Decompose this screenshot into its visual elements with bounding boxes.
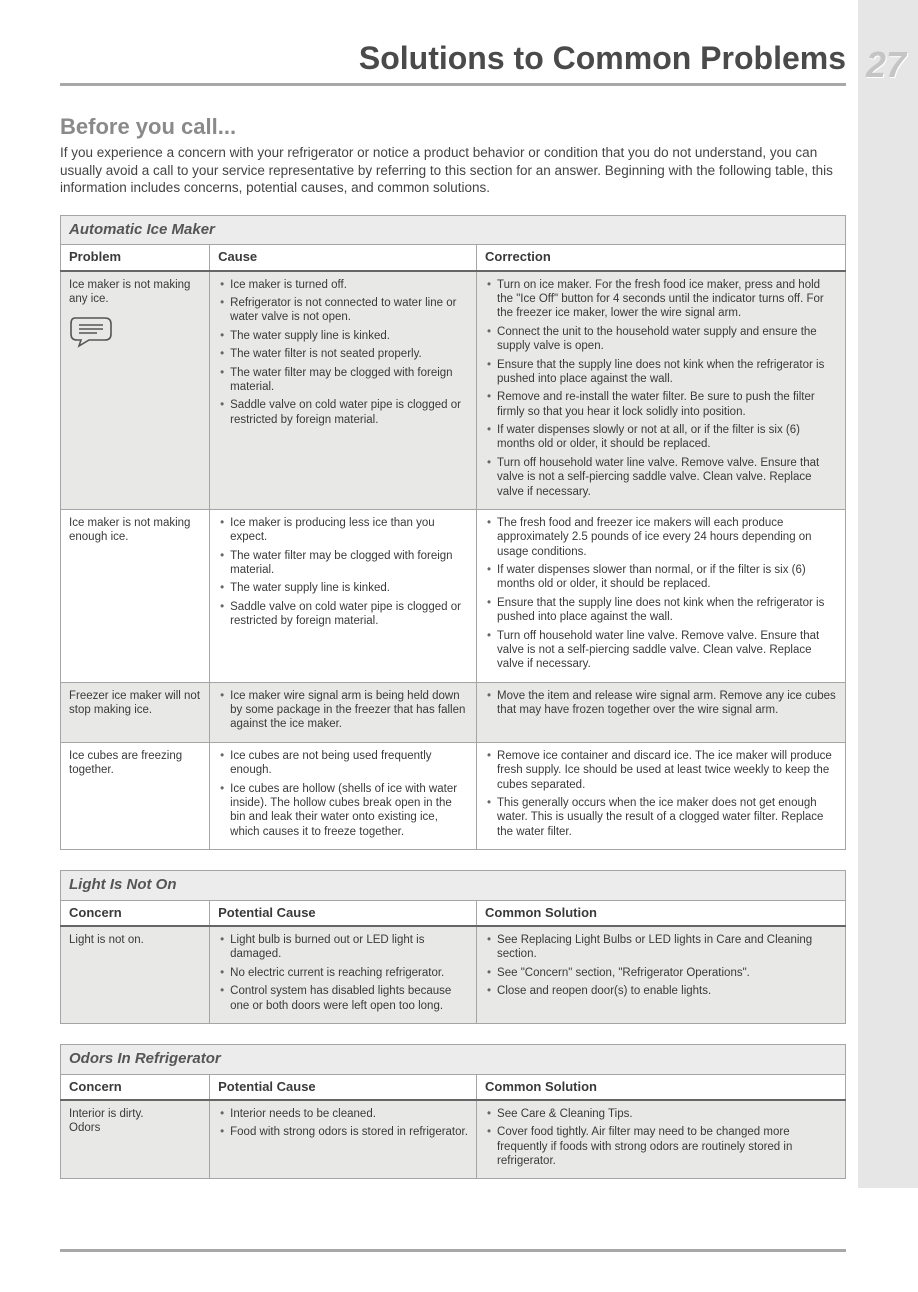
table-row: Ice maker is not making enough ice. Ice m… [61, 509, 846, 682]
correction-item: Turn off household water line valve. Rem… [485, 629, 837, 672]
cause-item: Refrigerator is not connected to water l… [218, 296, 468, 325]
cause-item: No electric current is reaching refriger… [218, 966, 468, 980]
problem-cell: Light is not on. [61, 926, 210, 1023]
trouble-table: Automatic Ice MakerProblemCauseCorrectio… [60, 215, 846, 850]
cause-item: Saddle valve on cold water pipe is clogg… [218, 600, 468, 629]
cause-item: Food with strong odors is stored in refr… [218, 1125, 468, 1139]
cause-item: Control system has disabled lights becau… [218, 984, 468, 1013]
problem-cell: Ice maker is not making enough ice. [61, 509, 210, 682]
correction-cell: Move the item and release wire signal ar… [477, 682, 846, 742]
section-heading: Before you call... [60, 114, 846, 140]
tables-container: Automatic Ice MakerProblemCauseCorrectio… [60, 215, 846, 1180]
page-content: Solutions to Common Problems Before you … [0, 0, 918, 1292]
speech-bubble-icon [69, 316, 113, 348]
correction-item: This generally occurs when the ice maker… [485, 796, 837, 839]
cause-cell: Interior needs to be cleaned. Food with s… [210, 1100, 477, 1179]
correction-item: Turn on ice maker. For the fresh food ic… [485, 278, 837, 321]
cause-item: Ice cubes are hollow (shells of ice with… [218, 782, 468, 840]
trouble-table: Light Is Not OnConcernPotential CauseCom… [60, 870, 846, 1024]
bottom-rule [60, 1249, 846, 1252]
cause-item: The water supply line is kinked. [218, 581, 468, 595]
correction-cell: See Replacing Light Bulbs or LED lights … [477, 926, 846, 1023]
cause-item: Interior needs to be cleaned. [218, 1107, 468, 1121]
cause-item: Ice maker wire signal arm is being held … [218, 689, 468, 732]
table-row: Ice cubes are freezing together.Ice cube… [61, 742, 846, 849]
cause-item: Saddle valve on cold water pipe is clogg… [218, 398, 468, 427]
cause-item: The water filter is not seated properly. [218, 347, 468, 361]
problem-cell: Freezer ice maker will not stop making i… [61, 682, 210, 742]
table-category: Odors In Refrigerator [61, 1044, 846, 1074]
trouble-table: Odors In RefrigeratorConcernPotential Ca… [60, 1044, 846, 1180]
correction-item: Ensure that the supply line does not kin… [485, 596, 837, 625]
correction-item: If water dispenses slowly or not at all,… [485, 423, 837, 452]
correction-item: Move the item and release wire signal ar… [485, 689, 837, 718]
correction-cell: Turn on ice maker. For the fresh food ic… [477, 271, 846, 510]
correction-cell: See Care & Cleaning Tips. Cover food tigh… [477, 1100, 846, 1179]
correction-cell: Remove ice container and discard ice. Th… [477, 742, 846, 849]
cause-item: The water filter may be clogged with for… [218, 549, 468, 578]
cause-item: Ice cubes are not being used frequently … [218, 749, 468, 778]
correction-item: If water dispenses slower than normal, o… [485, 563, 837, 592]
title-rule [60, 83, 846, 86]
cause-cell: Light bulb is burned out or LED light is… [210, 926, 477, 1023]
problem-cell: Ice cubes are freezing together. [61, 742, 210, 849]
correction-item: Close and reopen door(s) to enable light… [485, 984, 837, 998]
table-row: Ice maker is not making any ice. Ice mak… [61, 271, 846, 510]
correction-item: See "Concern" section, "Refrigerator Ope… [485, 966, 837, 980]
cause-item: The water filter may be clogged with for… [218, 366, 468, 395]
cause-item: Light bulb is burned out or LED light is… [218, 933, 468, 962]
table-header: Concern [61, 1074, 210, 1100]
table-header: Concern [61, 900, 210, 926]
problem-cell: Ice maker is not making any ice. [61, 271, 210, 510]
page-title: Solutions to Common Problems [60, 40, 846, 77]
cause-cell: Ice maker wire signal arm is being held … [210, 682, 477, 742]
table-header: Potential Cause [210, 1074, 477, 1100]
table-category: Light Is Not On [61, 871, 846, 901]
table-header: Cause [210, 245, 477, 271]
table-row: Light is not on. Light bulb is burned out… [61, 926, 846, 1023]
table-row: Freezer ice maker will not stop making i… [61, 682, 846, 742]
intro-paragraph: If you experience a concern with your re… [60, 144, 846, 197]
correction-item: Cover food tightly. Air filter may need … [485, 1125, 837, 1168]
correction-item: Remove ice container and discard ice. Th… [485, 749, 837, 792]
correction-item: Ensure that the supply line does not kin… [485, 358, 837, 387]
correction-item: See Replacing Light Bulbs or LED lights … [485, 933, 837, 962]
table-header: Potential Cause [210, 900, 477, 926]
cause-item: The water supply line is kinked. [218, 329, 468, 343]
cause-item: Ice maker is turned off. [218, 278, 468, 292]
cause-item: Ice maker is producing less ice than you… [218, 516, 468, 545]
cause-cell: Ice maker is turned off. Refrigerator is … [210, 271, 477, 510]
table-header: Correction [477, 245, 846, 271]
correction-item: Turn off household water line valve. Rem… [485, 456, 837, 499]
table-header: Problem [61, 245, 210, 271]
table-header: Common Solution [477, 1074, 846, 1100]
cause-cell: Ice cubes are not being used frequently … [210, 742, 477, 849]
correction-item: Remove and re-install the water filter. … [485, 390, 837, 419]
correction-cell: The fresh food and freezer ice makers wi… [477, 509, 846, 682]
correction-item: See Care & Cleaning Tips. [485, 1107, 837, 1121]
correction-item: Connect the unit to the household water … [485, 325, 837, 354]
table-category: Automatic Ice Maker [61, 215, 846, 245]
cause-cell: Ice maker is producing less ice than you… [210, 509, 477, 682]
table-row: Interior is dirty.OdorsInterior needs to… [61, 1100, 846, 1179]
problem-cell: Interior is dirty.Odors [61, 1100, 210, 1179]
table-header: Common Solution [477, 900, 846, 926]
correction-item: The fresh food and freezer ice makers wi… [485, 516, 837, 559]
